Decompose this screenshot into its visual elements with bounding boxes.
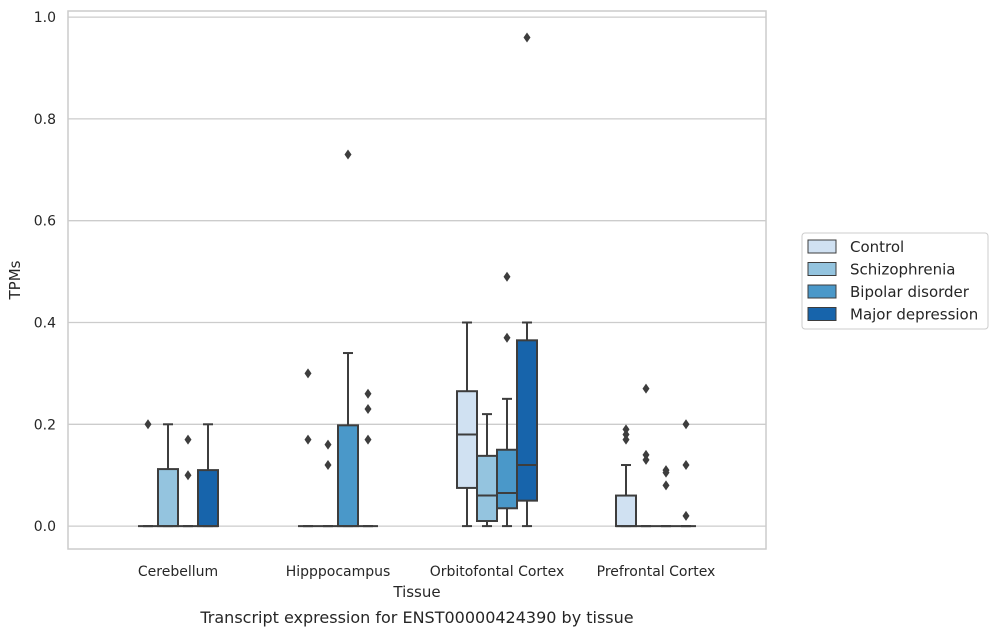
box-iqr	[337, 424, 359, 528]
legend-swatch	[807, 262, 837, 276]
outlier-point	[324, 460, 332, 471]
outlier-point	[622, 429, 630, 440]
box-group	[656, 465, 676, 528]
outlier-point	[682, 419, 690, 430]
outlier-point	[523, 32, 531, 43]
x-tick-label: Hipppocampus	[286, 564, 391, 580]
legend-swatch	[807, 284, 837, 299]
y-tick-label: 0.0	[34, 519, 56, 535]
box-group	[476, 413, 498, 528]
box-group	[138, 419, 158, 528]
box-group	[197, 423, 219, 528]
y-tick-labels: 0.0 0.2 0.4 0.6 0.8 1.0	[34, 10, 56, 535]
y-tick-label: 1.0	[34, 10, 56, 26]
outlier-point	[364, 434, 372, 445]
outlier-point	[622, 424, 630, 435]
box-iqr	[516, 339, 538, 502]
outlier-point	[184, 470, 192, 481]
x-tick-label: Cerebellum	[138, 564, 218, 580]
box-group	[178, 434, 198, 528]
y-axis-label: TPMs	[6, 260, 24, 300]
box-group	[318, 439, 338, 528]
legend-swatch	[807, 307, 837, 321]
box-group	[337, 149, 359, 528]
outlier-point	[682, 510, 690, 521]
box-iqr	[197, 469, 219, 528]
outlier-point	[503, 332, 511, 343]
outlier-point	[642, 383, 650, 394]
x-axis-label: Tissue	[392, 583, 440, 601]
box-group	[157, 423, 179, 528]
box-group	[676, 419, 696, 528]
legend-swatch	[807, 239, 837, 254]
box-group	[298, 368, 318, 528]
y-tick-label: 0.2	[34, 417, 56, 433]
legend-label: Major depression	[850, 306, 978, 324]
box-group	[496, 271, 518, 528]
outlier-point	[642, 454, 650, 465]
outlier-point	[642, 449, 650, 460]
outlier-point	[682, 460, 690, 471]
outlier-point	[503, 271, 511, 282]
x-tick-label: Orbitofontal Cortex	[430, 564, 565, 580]
box-iqr	[456, 390, 478, 489]
gridlines	[68, 16, 766, 527]
outlier-point	[324, 439, 332, 450]
outlier-point	[364, 404, 372, 415]
outlier-point	[662, 480, 670, 491]
outlier-point	[304, 434, 312, 445]
boxes	[138, 32, 696, 528]
box-iqr	[615, 494, 637, 528]
outlier-point	[304, 368, 312, 379]
outlier-point	[662, 467, 670, 478]
outlier-point	[144, 419, 152, 430]
outlier-point	[344, 149, 352, 160]
x-tick-labels: Cerebellum Hipppocampus Orbitofontal Corte…	[138, 564, 715, 580]
legend-label: Bipolar disorder	[850, 283, 970, 301]
plot-area	[67, 10, 767, 550]
outlier-point	[364, 388, 372, 399]
legend: Control Schizophrenia Bipolar disorder Majo…	[801, 232, 989, 330]
box-group	[516, 32, 538, 528]
box-iqr	[496, 448, 518, 510]
chart-caption: Transcript expression for ENST0000042439…	[199, 608, 633, 627]
box-group	[615, 424, 637, 528]
outlier-point	[622, 434, 630, 445]
legend-label: Control	[850, 238, 904, 256]
y-tick-label: 0.4	[34, 316, 56, 332]
box-iqr	[157, 468, 179, 528]
box-group	[358, 388, 378, 528]
box-iqr	[476, 454, 498, 523]
legend-label: Schizophrenia	[850, 261, 955, 279]
x-tick-label: Prefrontal Cortex	[597, 564, 716, 580]
legend-frame	[801, 232, 989, 330]
y-tick-label: 0.8	[34, 112, 56, 128]
y-tick-label: 0.6	[34, 214, 56, 230]
box-group	[456, 321, 478, 528]
box-group	[636, 383, 656, 528]
outlier-point	[184, 434, 192, 445]
